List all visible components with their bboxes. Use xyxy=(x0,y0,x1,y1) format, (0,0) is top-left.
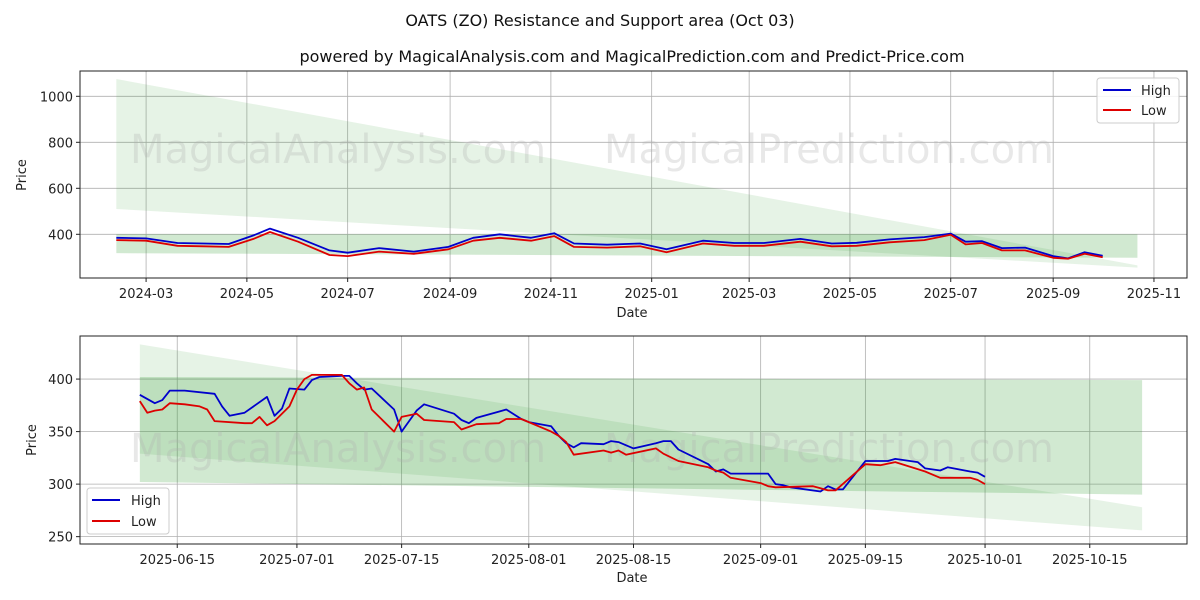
bottom-watermark-right: MagicalPrediction.com xyxy=(604,426,1054,472)
x-tick-label: 2025-11 xyxy=(1127,287,1181,302)
top-series xyxy=(116,227,1103,260)
resistance-band xyxy=(139,344,1143,531)
top-x-ticks: 2024-03 2024-05 2024-07 2024-09 2024-11 2025-… xyxy=(119,278,1181,302)
top-frame xyxy=(79,70,1188,279)
series-high-line xyxy=(139,374,986,493)
bottom-y-ticks: 250 300 350 400 xyxy=(48,373,80,546)
top-y-axis-label: Price xyxy=(15,159,30,191)
y-tick-label: 600 xyxy=(48,182,73,197)
top-grid xyxy=(80,71,1187,278)
top-bands xyxy=(116,79,1138,268)
top-legend-high-label: High xyxy=(1141,84,1171,99)
x-tick-label: 2025-07-01 xyxy=(259,553,335,568)
top-watermark-right: MagicalPrediction.com xyxy=(604,127,1054,173)
y-tick-label: 250 xyxy=(48,531,73,546)
chart-subtitle: powered by MagicalAnalysis.com and Magic… xyxy=(299,47,964,66)
x-tick-label: 2024-07 xyxy=(320,287,374,302)
y-tick-label: 400 xyxy=(48,228,73,243)
y-tick-label: 1000 xyxy=(40,90,73,105)
bottom-series xyxy=(139,373,986,493)
bottom-legend: High Low xyxy=(86,487,170,535)
x-tick-label: 2025-09-01 xyxy=(723,553,799,568)
top-x-axis-label: Date xyxy=(616,306,647,321)
y-tick-label: 800 xyxy=(48,136,73,151)
resistance-band xyxy=(116,79,1138,268)
top-legend-low-label: Low xyxy=(1141,104,1167,119)
x-tick-label: 2025-10-15 xyxy=(1052,553,1128,568)
x-tick-label: 2024-11 xyxy=(524,287,578,302)
y-tick-label: 300 xyxy=(48,478,73,493)
top-y-ticks: 400 600 800 1000 xyxy=(40,90,80,243)
x-tick-label: 2025-06-15 xyxy=(139,553,215,568)
series-high-line xyxy=(116,227,1103,260)
series-low-line xyxy=(139,373,986,492)
top-panel: MagicalAnalysis.com MagicalPrediction.co… xyxy=(15,70,1188,321)
x-tick-label: 2025-03 xyxy=(722,287,776,302)
bottom-legend-high-label: High xyxy=(131,494,161,509)
x-tick-label: 2025-09-15 xyxy=(828,553,904,568)
x-tick-label: 2024-05 xyxy=(220,287,274,302)
bottom-panel: MagicalAnalysis.com MagicalPrediction.co… xyxy=(25,335,1188,586)
bottom-legend-low-label: Low xyxy=(131,515,157,530)
y-tick-label: 400 xyxy=(48,373,73,388)
x-tick-label: 2025-08-01 xyxy=(491,553,567,568)
x-tick-label: 2025-08-15 xyxy=(596,553,672,568)
bottom-grid xyxy=(80,336,1187,544)
x-tick-label: 2025-05 xyxy=(823,287,877,302)
x-tick-label: 2024-03 xyxy=(119,287,173,302)
chart-title: OATS (ZO) Resistance and Support area (O… xyxy=(405,11,794,30)
x-tick-label: 2025-10-01 xyxy=(947,553,1023,568)
top-watermark-left: MagicalAnalysis.com xyxy=(130,127,546,173)
x-tick-label: 2025-07 xyxy=(924,287,978,302)
top-legend: High Low xyxy=(1096,77,1180,124)
x-tick-label: 2024-09 xyxy=(423,287,477,302)
bottom-x-ticks: 2025-06-15 2025-07-01 2025-07-15 2025-08-01… xyxy=(139,544,1128,568)
x-tick-label: 2025-01 xyxy=(625,287,679,302)
bottom-y-axis-label: Price xyxy=(25,424,40,456)
y-tick-label: 350 xyxy=(48,426,73,441)
series-low-line xyxy=(116,231,1103,260)
x-tick-label: 2025-07-15 xyxy=(364,553,440,568)
x-tick-label: 2025-09 xyxy=(1026,287,1080,302)
bottom-x-axis-label: Date xyxy=(616,571,647,586)
bottom-watermark-left: MagicalAnalysis.com xyxy=(130,426,546,472)
